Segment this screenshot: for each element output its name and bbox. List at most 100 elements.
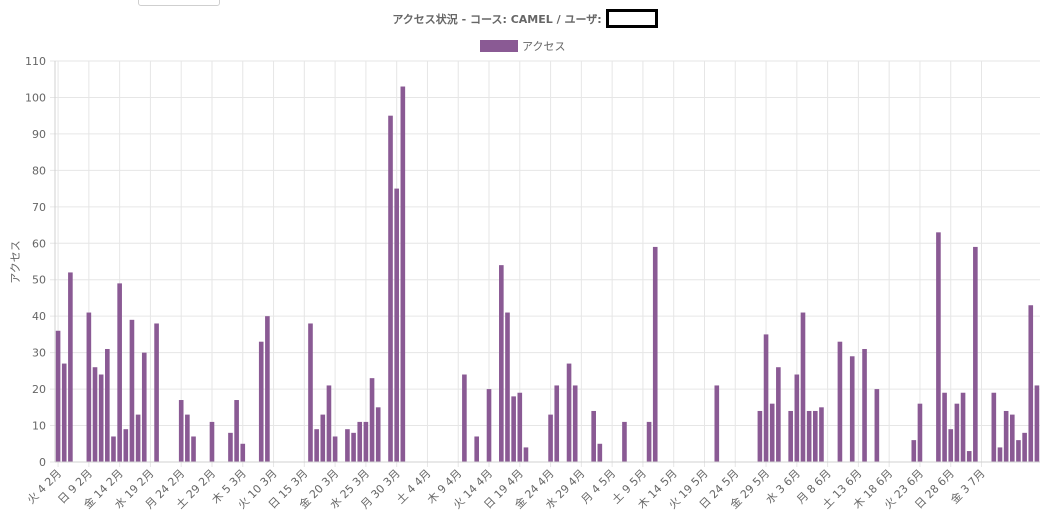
bar[interactable] [942,392,947,462]
bar[interactable] [714,385,720,462]
bar[interactable] [874,389,880,462]
bar[interactable] [351,432,356,462]
bar[interactable] [68,272,73,462]
bar[interactable] [357,421,363,462]
bar[interactable] [769,403,775,462]
bar[interactable] [652,246,658,462]
bar[interactable] [474,436,480,462]
chart-title: アクセス状況 - コース: CAMEL / ユーザ: [0,9,1050,28]
bar[interactable] [123,429,129,462]
bar[interactable] [505,312,510,462]
bar[interactable] [154,323,159,462]
bar[interactable] [1009,414,1015,462]
bar[interactable] [973,246,978,462]
bar[interactable] [98,374,104,462]
bar[interactable] [61,363,67,462]
chart-legend[interactable]: アクセス [480,40,565,53]
bar[interactable] [776,367,781,462]
bar[interactable] [763,334,769,462]
bar[interactable] [554,385,560,462]
y-tick-label: 50 [32,274,46,287]
bar[interactable] [185,414,190,462]
bar[interactable] [320,414,326,462]
bar[interactable] [517,392,523,462]
bar[interactable] [388,115,393,462]
bar[interactable] [936,232,941,462]
y-tick-label: 30 [32,347,46,360]
bar[interactable] [806,410,812,462]
bar[interactable] [92,367,98,462]
bar[interactable] [794,374,800,462]
bar[interactable] [757,410,763,462]
y-tick-label: 70 [32,201,46,214]
bar[interactable] [511,396,516,462]
legend-swatch [480,40,518,52]
bar[interactable] [400,86,406,462]
bar[interactable] [1034,385,1040,462]
bar[interactable] [591,410,596,462]
bar[interactable] [363,421,369,462]
bar[interactable] [86,312,92,462]
bar[interactable] [234,400,239,462]
bar[interactable] [548,414,553,462]
bar[interactable] [1022,432,1027,462]
bar[interactable] [954,403,960,462]
bar[interactable] [812,410,818,462]
bar[interactable] [369,378,375,462]
y-tick-label: 0 [39,456,46,469]
x-tick-label: 金 3 7月 [947,466,987,506]
bar[interactable] [265,316,270,462]
bar[interactable] [55,330,61,462]
bar[interactable] [326,385,332,462]
bar[interactable] [800,312,806,462]
bar[interactable] [394,188,399,462]
bar[interactable] [566,363,572,462]
bar[interactable] [837,341,843,462]
bar[interactable] [314,429,319,462]
chart-grid [50,60,1040,467]
bar[interactable] [911,440,917,462]
bar[interactable] [523,447,529,462]
bar[interactable] [997,447,1003,462]
bar[interactable] [178,400,184,462]
bar[interactable] [646,421,652,462]
bar[interactable] [141,352,147,462]
bar[interactable] [1016,440,1021,462]
bar[interactable] [960,392,966,462]
bar[interactable] [345,429,350,462]
bar[interactable] [1028,305,1034,462]
chart-title-text: アクセス状況 - コース: CAMEL / ユーザ: [392,13,602,26]
bar[interactable] [111,436,116,462]
bar[interactable] [129,319,135,462]
bar[interactable] [258,341,264,462]
bar[interactable] [135,414,141,462]
y-axis-label: アクセス [9,240,22,283]
bar-series [55,86,1040,462]
bar[interactable] [862,348,867,462]
bar[interactable] [917,403,923,462]
bar[interactable] [191,436,196,462]
bar[interactable] [991,392,997,462]
bar[interactable] [209,421,215,462]
bar[interactable] [117,283,122,462]
bar[interactable] [597,443,603,462]
x-axis: 火 4 2月日 9 2月金 14 2月水 19 2月月 24 2月土 29 2月… [25,461,1040,511]
bar[interactable] [966,451,972,462]
bar[interactable] [332,436,338,462]
bar[interactable] [788,410,793,462]
bar[interactable] [486,389,492,462]
bar[interactable] [308,323,313,462]
page-top-button[interactable] [138,0,220,6]
bar[interactable] [375,407,381,462]
bar[interactable] [572,385,578,462]
bar[interactable] [622,421,627,462]
bar[interactable] [240,443,246,462]
bar[interactable] [1003,410,1009,462]
bar[interactable] [948,429,954,462]
bar[interactable] [819,407,824,462]
bar[interactable] [849,356,855,462]
bar[interactable] [499,265,504,462]
bar[interactable] [462,374,467,462]
bar[interactable] [105,348,110,462]
bar[interactable] [228,432,233,462]
